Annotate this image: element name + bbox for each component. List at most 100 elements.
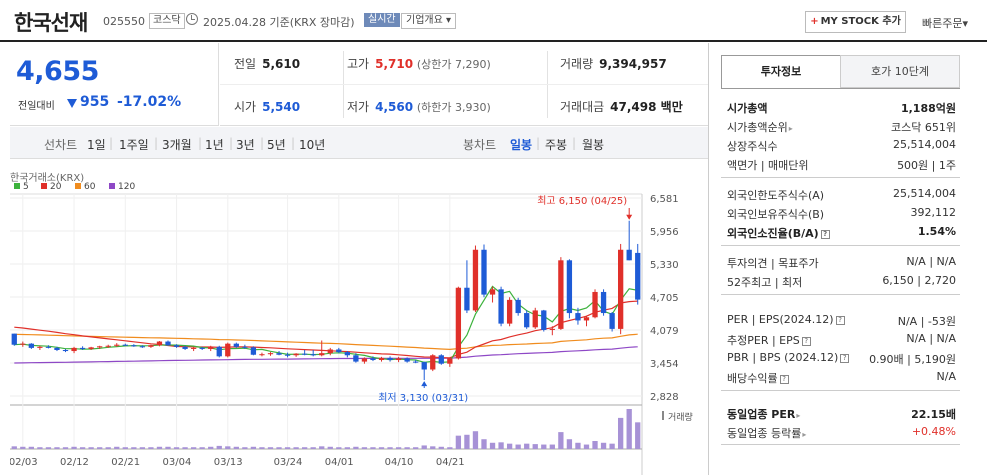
- volume-bar: [267, 447, 274, 449]
- realtime-button[interactable]: 실시간: [364, 13, 400, 27]
- volume-bar: [259, 447, 265, 449]
- help-icon: ?: [840, 354, 850, 363]
- arrow-right-icon: ▸: [788, 124, 793, 133]
- volume-bar: [438, 446, 444, 449]
- period-1d[interactable]: 1일: [87, 138, 106, 152]
- divider: |: [229, 136, 234, 150]
- candle-chart-label: 봉차트: [463, 138, 497, 152]
- invest-info-panel: 투자정보 호가 10단계 시가총액 1,188억원 시가총액순위▸ 코스닥 651위…: [708, 43, 987, 475]
- candle-body: [199, 347, 205, 349]
- volume-bar: [62, 447, 69, 449]
- candle-body: [233, 343, 239, 347]
- row-dividend[interactable]: 배당수익률? N/A: [727, 370, 956, 385]
- help-icon: ?: [835, 316, 845, 325]
- x-tick-label: 03/13: [214, 457, 243, 468]
- volume-bar: [515, 444, 521, 449]
- volume-bar: [97, 447, 103, 449]
- legend-label: 20: [50, 182, 62, 192]
- candle-body: [88, 347, 94, 349]
- volume-bar: [148, 447, 154, 449]
- period-5y[interactable]: 5년: [267, 138, 286, 152]
- candle-body: [464, 287, 470, 311]
- candle-body: [387, 357, 393, 361]
- candle-body: [208, 346, 214, 349]
- row-sector-per[interactable]: 동일업종 PER▸ 22.15배: [727, 408, 956, 421]
- period-3y[interactable]: 3년: [236, 138, 255, 152]
- volume-bar: [600, 442, 607, 449]
- help-icon: ?: [779, 375, 789, 384]
- volume-bar: [199, 447, 205, 449]
- period-10y[interactable]: 10년: [299, 138, 326, 152]
- tab-invest-info[interactable]: 투자정보: [721, 55, 841, 88]
- candle-daily[interactable]: 일봉: [510, 138, 533, 152]
- chart-period-bar: 선차트 1일 | 1주일 | 3개월 | 1년 | 3년 | 5년 | 10년 …: [10, 127, 708, 159]
- max-price-annotation: 최고 6,150 (04/25): [537, 195, 627, 207]
- volume-bar: [88, 447, 94, 449]
- company-overview-label: 기업개요: [406, 15, 443, 26]
- volume-bar: [310, 447, 316, 449]
- min-arrow-icon: [421, 381, 428, 387]
- divider: [220, 84, 708, 85]
- candle-body: [541, 310, 547, 330]
- candle-body: [447, 358, 453, 364]
- period-3m[interactable]: 3개월: [162, 138, 192, 152]
- current-price: 4,655: [16, 56, 99, 87]
- volume-bar: [635, 422, 641, 449]
- stock-header: 한국선재 025550 코스닥 2025.04.28 기준(KRX 장마감) 실…: [0, 0, 987, 42]
- y-tick-label: 4,705: [650, 293, 679, 304]
- candle-body: [225, 343, 231, 357]
- candle-body: [575, 313, 581, 321]
- row-est-per[interactable]: 추정PER | EPS? N/A | N/A: [727, 332, 956, 347]
- candle-body: [353, 355, 359, 362]
- candle-body: [293, 353, 299, 356]
- base-date: 2025.04.28 기준(KRX 장마감): [203, 16, 355, 29]
- candle-monthly[interactable]: 월봉: [582, 138, 605, 152]
- candle-body: [250, 347, 257, 355]
- row-pbr[interactable]: PBR | BPS (2024.12)? 0.90배 | 5,190원: [727, 351, 956, 366]
- add-mystock-button[interactable]: + MY STOCK 추가: [805, 11, 906, 33]
- current-price-box: 4,655 전일대비 955 -17.02%: [10, 43, 219, 126]
- volume-bar: [225, 446, 231, 449]
- period-1y[interactable]: 1년: [205, 138, 224, 152]
- plus-icon: +: [810, 16, 819, 27]
- candle-body: [635, 252, 641, 300]
- candle-body: [549, 328, 555, 330]
- divider: [721, 177, 960, 178]
- candle-body: [327, 349, 333, 354]
- row-foreign-ratio[interactable]: 외국인소진율(B/A)? 1.54%: [727, 225, 956, 240]
- trade-amount: 거래대금 47,498 백만: [560, 100, 683, 114]
- row-foreign-hold: 외국인보유주식수(B) 392,112: [727, 206, 956, 221]
- y-tick-label: 6,581: [650, 194, 679, 205]
- volume-bar: [609, 443, 615, 449]
- candle-body: [455, 287, 462, 359]
- row-market-cap-rank[interactable]: 시가총액순위▸ 코스닥 651위: [727, 121, 956, 134]
- arrow-right-icon: ▸: [802, 430, 807, 439]
- candle-body: [148, 345, 154, 347]
- candle-weekly[interactable]: 주봉: [545, 138, 568, 152]
- divider: |: [154, 136, 159, 150]
- candle-body: [515, 299, 521, 314]
- price-change-percent: -17.02%: [117, 94, 182, 110]
- down-triangle-icon: [67, 99, 77, 108]
- quick-order-dropdown[interactable]: 빠른주문▾: [922, 15, 968, 31]
- candle-body: [105, 345, 111, 347]
- arrow-right-icon: ▸: [796, 411, 801, 420]
- candle-body: [592, 291, 598, 318]
- candle-body: [28, 343, 34, 348]
- stock-name: 한국선재: [14, 11, 88, 35]
- tab-order-book[interactable]: 호가 10단계: [840, 55, 960, 88]
- candle-body: [566, 260, 573, 314]
- price-chart[interactable]: 한국거래소(KRX) 5 20 60 120 6,581 5,956 5,330 4,705 4,…: [10, 160, 708, 475]
- legend-swatch: [109, 183, 115, 189]
- row-sector-change[interactable]: 동일업종 등락률▸ +0.48%: [727, 425, 956, 440]
- volume-bar: [464, 434, 470, 449]
- candle-body: [190, 347, 197, 349]
- candle-body: [97, 346, 103, 348]
- period-1w[interactable]: 1주일: [119, 138, 149, 152]
- row-per[interactable]: PER | EPS(2024.12)? N/A | -53원: [727, 313, 956, 328]
- volume-bar: [404, 447, 410, 449]
- chevron-down-icon: ▾: [446, 15, 452, 26]
- company-overview-dropdown[interactable]: 기업개요 ▾: [401, 13, 457, 29]
- volume-bar: [45, 447, 52, 449]
- volume-bar: [472, 431, 479, 449]
